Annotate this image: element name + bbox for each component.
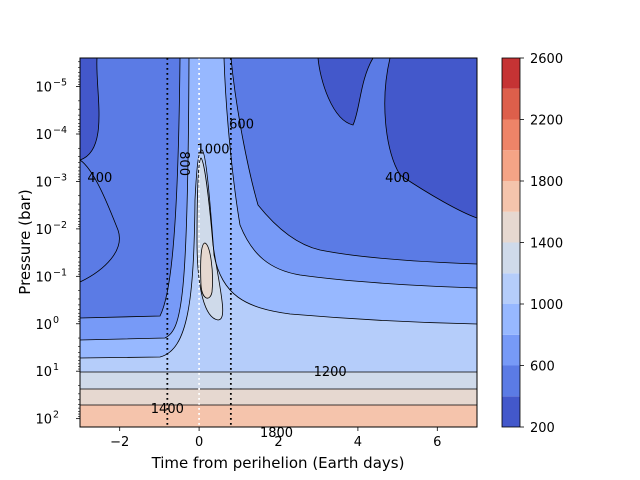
field-1400-1600-peak bbox=[200, 243, 213, 299]
colorbar-swatch bbox=[502, 58, 520, 89]
contour-label: 600 bbox=[229, 117, 254, 132]
colorbar-tick-label: 1800 bbox=[530, 175, 563, 190]
colorbar-swatch bbox=[502, 150, 520, 181]
colorbar: 200 600 1000 1400 1800 2200 2600 bbox=[501, 52, 563, 436]
colorbar-swatch bbox=[502, 242, 520, 274]
colorbar-swatch bbox=[502, 365, 520, 397]
contour-line-1200-peak bbox=[196, 157, 224, 321]
y-axis-label: Pressure (bar) bbox=[16, 189, 34, 294]
colorbar-swatch bbox=[502, 119, 520, 151]
x-tick-label: 4 bbox=[354, 435, 362, 450]
y-tick-label: 10 bbox=[35, 223, 52, 238]
contour-label: 1200 bbox=[314, 365, 347, 380]
x-tick-label: −2 bbox=[110, 435, 129, 450]
colorbar-tick-label: 200 bbox=[530, 421, 555, 436]
y-tick-label: 10 bbox=[35, 128, 52, 143]
y-tick-label: 10 bbox=[35, 365, 52, 380]
contour-line-400-right bbox=[317, 58, 374, 126]
x-tick-label: 2 bbox=[274, 435, 282, 450]
contour-line-600 bbox=[80, 58, 181, 319]
contour-label: 800 bbox=[176, 151, 191, 176]
y-tick-label: 10 bbox=[35, 318, 52, 333]
colorbar-swatch bbox=[502, 181, 520, 212]
contour-label: 1000 bbox=[196, 142, 229, 157]
plot-area bbox=[80, 58, 477, 427]
y-tick-exponent: 1 bbox=[53, 362, 59, 373]
vertical-markers bbox=[166, 58, 232, 427]
contour-line-800 bbox=[80, 58, 190, 341]
colorbar-swatch bbox=[502, 396, 520, 427]
contour-line-400-right-2 bbox=[384, 58, 477, 219]
x-axis-ticks: −2 0 2 4 6 bbox=[110, 427, 441, 450]
colorbar-tick-label: 1000 bbox=[530, 298, 563, 313]
colorbar-swatch bbox=[502, 334, 520, 366]
x-axis-label: Time from perihelion (Earth days) bbox=[151, 454, 405, 472]
field-1600-1800 bbox=[80, 405, 477, 427]
y-tick-exponent: 0 bbox=[53, 315, 59, 326]
y-tick-label: 10 bbox=[35, 175, 52, 190]
field-1000-1200 bbox=[80, 150, 477, 427]
y-tick-exponent: −3 bbox=[53, 172, 67, 183]
colorbar-swatch bbox=[502, 304, 520, 335]
colorbar-tick-label: 2600 bbox=[530, 52, 563, 67]
y-tick-label: 10 bbox=[35, 270, 52, 285]
colorbar-tick-label: 1400 bbox=[530, 237, 563, 252]
colorbar-swatch bbox=[502, 211, 520, 243]
colorbar-tick-label: 2200 bbox=[530, 114, 563, 129]
colorbar-tick-label: 600 bbox=[530, 360, 555, 375]
contour-line-400-left-low bbox=[80, 159, 120, 283]
contour-line-800-right bbox=[223, 58, 477, 289]
field-200-400-pocket-left bbox=[80, 58, 100, 160]
x-tick-label: 0 bbox=[195, 435, 203, 450]
contour-label: 1800 bbox=[260, 426, 293, 441]
contour-label: 1400 bbox=[151, 402, 184, 417]
colorbar-swatch bbox=[502, 88, 520, 120]
y-tick-exponent: −5 bbox=[53, 78, 67, 89]
y-tick-exponent: −1 bbox=[53, 267, 67, 278]
contour-lines bbox=[80, 58, 477, 406]
y-tick-exponent: −2 bbox=[53, 220, 67, 231]
y-tick-label: 10 bbox=[35, 81, 52, 96]
y-tick-label: 10 bbox=[35, 413, 52, 428]
contour-line-1400-peak bbox=[200, 242, 213, 299]
contour-line-400-left bbox=[80, 58, 100, 161]
contour-line-1000 bbox=[80, 149, 477, 359]
contour-label: 400 bbox=[87, 171, 112, 186]
y-tick-exponent: 2 bbox=[53, 410, 59, 421]
y-tick-exponent: −4 bbox=[53, 125, 67, 136]
x-tick-label: 6 bbox=[433, 435, 441, 450]
colorbar-swatch bbox=[502, 273, 520, 304]
contour-label: 400 bbox=[385, 171, 410, 186]
contour-line-600-right bbox=[230, 58, 477, 265]
